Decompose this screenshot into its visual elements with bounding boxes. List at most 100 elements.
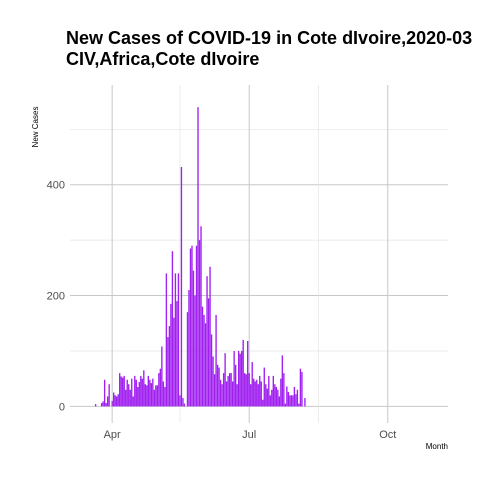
bar (262, 399, 264, 407)
y-tick-label: 400 (47, 180, 65, 192)
bar (286, 386, 288, 407)
bar (164, 386, 166, 407)
bar (251, 362, 253, 407)
bar (100, 403, 103, 407)
bar (244, 373, 246, 407)
bar (120, 376, 122, 407)
grid (70, 85, 448, 423)
bar (209, 266, 211, 407)
bar (266, 388, 268, 407)
bar (257, 384, 259, 407)
bar (171, 251, 174, 407)
bar (123, 375, 125, 407)
bar (180, 167, 183, 407)
bar (141, 378, 143, 407)
x-tick-label: Jul (242, 429, 256, 441)
bar (268, 375, 270, 407)
bar (147, 375, 149, 407)
bar (125, 389, 127, 407)
bar (116, 396, 118, 407)
bar (299, 368, 302, 407)
bar (213, 374, 216, 407)
x-axis-title: Month (426, 442, 448, 451)
bar (174, 273, 177, 407)
bar (173, 317, 175, 407)
bar (170, 303, 172, 407)
x-axis-ticks: Apr Jul Oct (104, 429, 397, 441)
x-tick-label: Oct (379, 429, 396, 441)
bar (231, 381, 234, 407)
bar (156, 385, 159, 407)
bar (280, 378, 282, 407)
bar (137, 386, 139, 407)
bar (188, 290, 190, 407)
bar (132, 396, 134, 407)
bar (114, 395, 116, 407)
bar (234, 364, 237, 407)
bar (237, 350, 240, 407)
bar (263, 367, 265, 407)
bar (152, 378, 154, 407)
bar (126, 379, 128, 407)
bar (134, 375, 136, 407)
bar (207, 298, 210, 407)
y-axis-ticks: 0 200 400 (47, 180, 65, 414)
bar (179, 395, 181, 407)
bar (144, 384, 146, 407)
bar (203, 314, 205, 407)
bar (275, 386, 277, 407)
bar (194, 295, 196, 407)
bar (239, 353, 241, 407)
bar (245, 374, 247, 407)
bar (105, 403, 107, 407)
bar (265, 384, 267, 407)
bar (200, 226, 202, 407)
bar (192, 270, 195, 407)
bar (195, 245, 198, 407)
bar (161, 346, 163, 407)
bar (106, 396, 109, 407)
chart-title-line1: New Cases of COVID-19 in Cote dIvoire,20… (66, 28, 472, 48)
bar (293, 386, 296, 407)
bar (274, 384, 276, 407)
bar (206, 276, 208, 407)
bar (182, 398, 184, 407)
bar (228, 373, 231, 407)
bar (191, 245, 193, 407)
bar (287, 391, 290, 407)
bar (259, 375, 261, 407)
bar (94, 404, 97, 407)
bar (201, 306, 204, 407)
bar (159, 368, 162, 407)
bar (298, 403, 300, 407)
bar (253, 378, 255, 407)
bar (108, 384, 110, 407)
bar (128, 384, 130, 407)
bar (269, 395, 271, 407)
x-tick-label: Apr (104, 429, 121, 441)
y-tick-label: 0 (59, 401, 65, 413)
bar (111, 400, 113, 407)
bar (254, 381, 256, 407)
bar (129, 389, 131, 407)
bar (167, 337, 169, 407)
bar (250, 384, 252, 407)
bar (150, 383, 153, 407)
bar (146, 385, 148, 407)
bar (149, 379, 151, 407)
bars (94, 107, 306, 407)
bar (256, 379, 258, 407)
bar (102, 401, 104, 407)
bar (177, 273, 180, 407)
chart-title-line2: CIV,Africa,Cote dIvoire (66, 49, 259, 69)
bar (296, 389, 299, 407)
bar (221, 384, 223, 407)
bar (218, 367, 220, 407)
bar (242, 339, 244, 407)
bar (186, 312, 189, 407)
bar (283, 373, 285, 407)
bar (304, 398, 306, 407)
bar (153, 389, 156, 407)
bar (176, 301, 178, 407)
